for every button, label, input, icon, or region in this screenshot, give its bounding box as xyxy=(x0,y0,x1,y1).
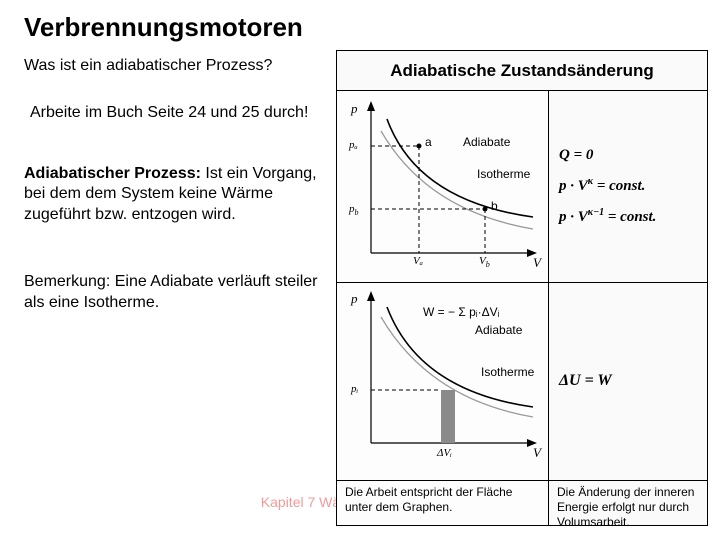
label-isotherme-1: Isotherme xyxy=(477,167,530,181)
equations-1: Q = 0 p · Vκ = const. p · Vκ−1 = const. xyxy=(549,91,707,282)
remark-block: Bemerkung: Eine Adiabate verläuft steile… xyxy=(24,272,324,314)
caption-left: Die Arbeit entspricht der Fläche unter d… xyxy=(345,485,540,515)
caption-right: Die Änderung der inneren Energie erfolgt… xyxy=(557,485,699,530)
remark-label: Bemerkung: xyxy=(24,273,110,290)
eq-q0: Q = 0 xyxy=(559,147,697,164)
figure-title: Adiabatische Zustandsänderung xyxy=(337,51,707,91)
label-b: b xyxy=(491,199,498,213)
label-adiabate-2: Adiabate xyxy=(475,323,522,337)
figure-caption-row: Die Arbeit entspricht der Fläche unter d… xyxy=(337,481,707,525)
page-title: Verbrennungsmotoren xyxy=(24,12,303,43)
eq-du-w: ΔU = W xyxy=(559,372,697,390)
caption-left-cell: Die Arbeit entspricht der Fläche unter d… xyxy=(337,481,549,525)
left-column: Was ist ein adiabatischer Prozess? Arbei… xyxy=(24,56,324,314)
plot-2: p V pᵢ ΔVᵢ Adiabate Isotherme W = − Σ pᵢ… xyxy=(337,283,549,480)
eq-pvk: p · Vκ = const. xyxy=(559,176,697,195)
label-va: Vₐ xyxy=(413,255,423,267)
label-pb: pb xyxy=(349,203,359,217)
label-dvi: ΔVᵢ xyxy=(437,447,452,459)
label-pi: pᵢ xyxy=(351,383,358,395)
label-pa: pₐ xyxy=(349,139,358,151)
label-adiabate-1: Adiabate xyxy=(463,135,510,149)
label-a: a xyxy=(425,135,432,149)
caption-right-cell: Die Änderung der inneren Energie erfolgt… xyxy=(549,481,707,525)
axis-v-1: V xyxy=(533,255,541,271)
equations-2: ΔU = W xyxy=(549,283,707,480)
eq-pvk1: p · Vκ−1 = const. xyxy=(559,207,697,226)
axis-p-2: p xyxy=(351,291,358,307)
task-text: Arbeite im Buch Seite 24 und 25 durch! xyxy=(30,103,324,124)
plot-1: p V pₐ pb Vₐ Vb a b Adiabate Isotherme xyxy=(337,91,549,282)
definition-block: Adiabatischer Prozess: Ist ein Vorgang, … xyxy=(24,164,324,226)
figure-adiabatic: Adiabatische Zustandsänderung xyxy=(336,50,708,526)
definition-label: Adiabatischer Prozess: xyxy=(24,165,201,182)
figure-row-2: p V pᵢ ΔVᵢ Adiabate Isotherme W = − Σ pᵢ… xyxy=(337,283,707,481)
axis-v-2: V xyxy=(533,445,541,461)
plot-1-svg xyxy=(337,91,549,283)
work-equation: W = − Σ pᵢ·ΔVᵢ xyxy=(423,305,500,319)
question-text: Was ist ein adiabatischer Prozess? xyxy=(24,56,324,77)
axis-p-1: p xyxy=(351,101,358,117)
label-isotherme-2: Isotherme xyxy=(481,365,534,379)
label-vb: Vb xyxy=(479,255,490,269)
figure-row-1: p V pₐ pb Vₐ Vb a b Adiabate Isotherme Q… xyxy=(337,91,707,283)
